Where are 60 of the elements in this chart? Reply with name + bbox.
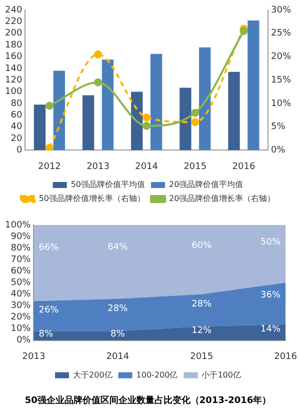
y2-tick-label: 10%: [270, 98, 292, 109]
y-tick-label: 100%: [4, 220, 32, 230]
y-tick-label: 80%: [10, 243, 32, 254]
x-tick-label: 2013: [22, 352, 46, 362]
data-label: 8%: [38, 329, 54, 340]
data-label: 14%: [260, 324, 281, 334]
y2-tick-label: 20%: [270, 52, 292, 62]
data-label: 66%: [38, 243, 60, 254]
legend-label: 100-200亿: [136, 370, 178, 380]
y2-tick-label: 0%: [270, 146, 286, 156]
data-label: 28%: [108, 304, 128, 314]
y2-tick-label: 15%: [270, 75, 292, 86]
data-label: 12%: [192, 326, 212, 336]
y-tick-label: 180: [4, 40, 22, 50]
y-tick-label: 90%: [10, 232, 32, 242]
x-tick-label: 2013: [86, 162, 110, 172]
data-label: 26%: [38, 306, 60, 316]
data-label: 64%: [108, 242, 128, 252]
x-tick-label: 2012: [38, 162, 61, 172]
y-tick-label: 60%: [10, 266, 32, 277]
x-tick-label: 2016: [274, 352, 298, 362]
y-tick-label: 10%: [10, 324, 32, 334]
y-tick-label: 40: [10, 122, 22, 132]
y-tick-label: 60: [10, 110, 22, 120]
y2-tick-label: 30%: [270, 5, 292, 16]
y-tick-label: 20%: [10, 312, 32, 323]
data-label: 8%: [110, 329, 126, 340]
legend-label: 小于100亿: [202, 370, 241, 380]
x-tick-label: 2014: [135, 162, 158, 172]
data-label: 36%: [260, 290, 281, 301]
y-tick-label: 0: [16, 146, 22, 156]
y-tick-label: 50%: [10, 278, 32, 288]
legend-label: 20强品牌价值增长率（右轴）: [169, 194, 276, 204]
legend-label: 20强品牌价值平均值: [169, 180, 244, 190]
y-tick-label: 20: [10, 134, 22, 144]
y-tick-label: 140: [4, 64, 22, 74]
y-tick-label: 70%: [10, 254, 32, 265]
y-tick-label: 30%: [10, 301, 32, 312]
y-tick-label: 200: [4, 28, 22, 39]
legend-label: 50强品牌价值增长率（右轴）: [38, 194, 146, 204]
legend-label: 大于200亿: [73, 370, 112, 380]
y-tick-label: 0%: [16, 336, 32, 346]
legend-label: 50强品牌价值平均值: [70, 180, 146, 190]
y-tick-label: 80: [10, 98, 22, 109]
data-label: 50%: [260, 238, 281, 248]
y-tick-label: 100: [4, 87, 22, 98]
x-tick-label: 2015: [184, 162, 207, 172]
y-tick-label: 220: [4, 17, 22, 28]
y-tick-label: 120: [4, 75, 22, 86]
y2-tick-label: 5%: [270, 122, 286, 132]
y-tick-label: 160: [4, 52, 22, 62]
y2-tick-label: 25%: [270, 28, 292, 39]
data-label: 60%: [192, 241, 212, 252]
text: 50强企业品牌价值区间企业数量占比变化（2013-2016年）: [24, 394, 272, 406]
data-label: 28%: [192, 299, 212, 310]
y-tick-label: 240: [4, 5, 22, 16]
x-tick-label: 2016: [232, 162, 256, 172]
x-tick-label: 2015: [190, 352, 214, 362]
y-tick-label: 40%: [10, 290, 32, 300]
x-tick-label: 2014: [106, 352, 130, 362]
